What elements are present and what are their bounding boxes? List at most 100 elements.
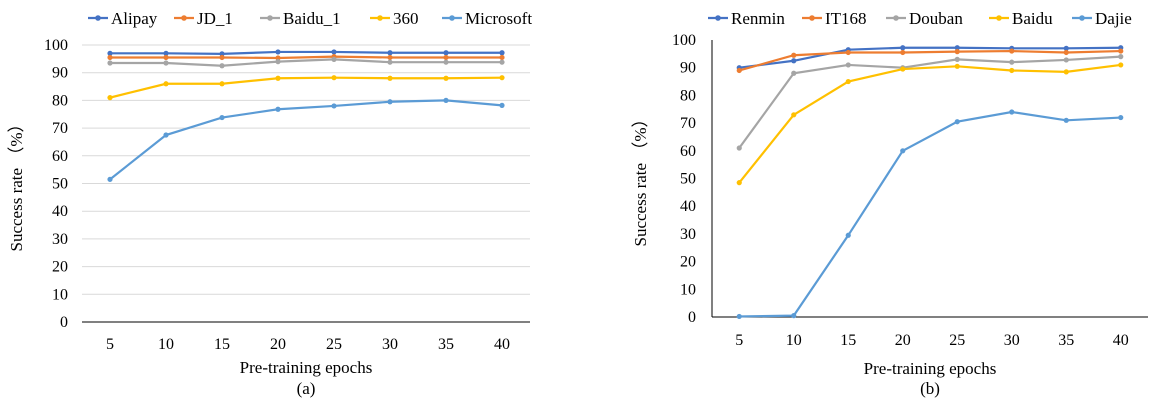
y-tick-label: 0: [688, 309, 696, 326]
chart-caption: (b): [920, 379, 940, 398]
data-point: [900, 148, 906, 154]
x-tick-label: 25: [949, 332, 965, 349]
data-point: [275, 106, 281, 112]
data-point: [1118, 62, 1124, 68]
x-tick-label: 20: [895, 332, 911, 349]
legend-label: Microsoft: [465, 9, 532, 28]
y-tick-label: 10: [680, 281, 696, 298]
data-point: [443, 50, 449, 56]
x-tick-label: 20: [270, 336, 286, 353]
data-point: [387, 54, 393, 61]
legend-marker: [377, 15, 383, 21]
legend-marker: [715, 15, 721, 21]
data-point: [107, 50, 113, 56]
data-point: [443, 97, 449, 103]
legend-label: Alipay: [111, 9, 158, 28]
series-line-dajie: [739, 110, 1121, 318]
y-tick-label: 90: [52, 65, 68, 82]
series-line-microsoft: [109, 99, 503, 181]
legend-label: Renmin: [731, 9, 785, 28]
data-point: [954, 119, 960, 125]
chart-b: 0 10 20 30 40 50 60 70 80 90 100 5 10 15 20 25 30 35 40 Pre…: [631, 9, 1148, 398]
series-line-360: [109, 76, 503, 99]
x-tick-label: 10: [786, 332, 802, 349]
legend-label: Douban: [909, 9, 963, 28]
data-point: [736, 67, 742, 74]
legend-label: JD_1: [197, 9, 233, 28]
data-point: [1009, 59, 1015, 65]
x-tick-label: 35: [438, 336, 454, 353]
y-tick-label: 80: [680, 87, 696, 104]
series-line-alipay: [110, 50, 502, 55]
data-point: [791, 112, 797, 118]
y-tick-label: 30: [52, 231, 68, 248]
data-point: [499, 59, 505, 65]
data-point: [163, 81, 169, 87]
legend-marker: [893, 15, 899, 21]
data-point: [791, 58, 797, 64]
data-point: [791, 70, 797, 76]
y-tick-label: 100: [44, 37, 68, 54]
data-point: [163, 54, 169, 61]
y-tick-label: 40: [680, 198, 696, 215]
data-point: [387, 59, 393, 65]
y-tick-label: 60: [52, 148, 68, 165]
data-point: [845, 78, 851, 85]
y-tick-label: 30: [680, 226, 696, 243]
legend-marker: [95, 15, 101, 21]
x-tick-label: 5: [106, 336, 114, 353]
data-point: [954, 49, 960, 55]
data-point: [331, 75, 337, 81]
x-axis-label: Pre-training epochs: [864, 359, 997, 378]
data-point: [219, 54, 225, 61]
data-point: [1118, 114, 1124, 121]
data-point: [107, 54, 113, 61]
series-line-douban: [738, 55, 1121, 149]
data-point: [900, 45, 906, 51]
data-point: [791, 313, 797, 319]
data-point: [275, 55, 281, 61]
legend-label: Baidu_1: [283, 9, 341, 28]
data-point: [331, 49, 337, 55]
y-tick-label: 20: [680, 254, 696, 271]
y-tick-label: 80: [52, 92, 68, 109]
legend-marker: [267, 15, 273, 21]
data-point: [499, 102, 505, 108]
data-point: [219, 81, 225, 87]
data-point: [1063, 69, 1069, 75]
data-point: [736, 145, 742, 151]
data-point: [275, 49, 281, 55]
data-point: [443, 75, 449, 81]
data-point: [845, 49, 851, 56]
data-point: [275, 75, 281, 81]
legend-label: 360: [393, 9, 419, 28]
x-axis-label: Pre-training epochs: [240, 358, 373, 377]
y-tick-label: 70: [680, 115, 696, 132]
y-tick-label: 50: [680, 171, 696, 188]
data-point: [1009, 109, 1015, 115]
x-tick-label: 25: [326, 336, 342, 353]
data-point: [1118, 54, 1124, 60]
x-tick-label: 40: [1113, 332, 1129, 349]
data-point: [900, 49, 906, 56]
data-point: [1063, 45, 1069, 51]
data-point: [736, 313, 742, 320]
data-point: [499, 50, 505, 56]
series-line-baidu: [738, 63, 1121, 184]
series-line-renmin: [739, 46, 1121, 69]
series-line-baidu-1: [110, 58, 502, 67]
data-point: [1009, 67, 1015, 74]
legend-label: Dajie: [1095, 9, 1132, 28]
data-point: [387, 75, 393, 81]
x-tick-label: 15: [214, 336, 230, 353]
legend-marker: [449, 15, 455, 21]
y-tick-label: 60: [680, 143, 696, 160]
data-point: [275, 59, 281, 65]
data-point: [1063, 49, 1069, 56]
series-line-it168: [738, 49, 1121, 72]
data-point: [219, 114, 225, 121]
data-point: [954, 56, 960, 62]
data-point: [954, 63, 960, 69]
data-point: [1063, 57, 1069, 63]
data-point: [107, 176, 113, 182]
